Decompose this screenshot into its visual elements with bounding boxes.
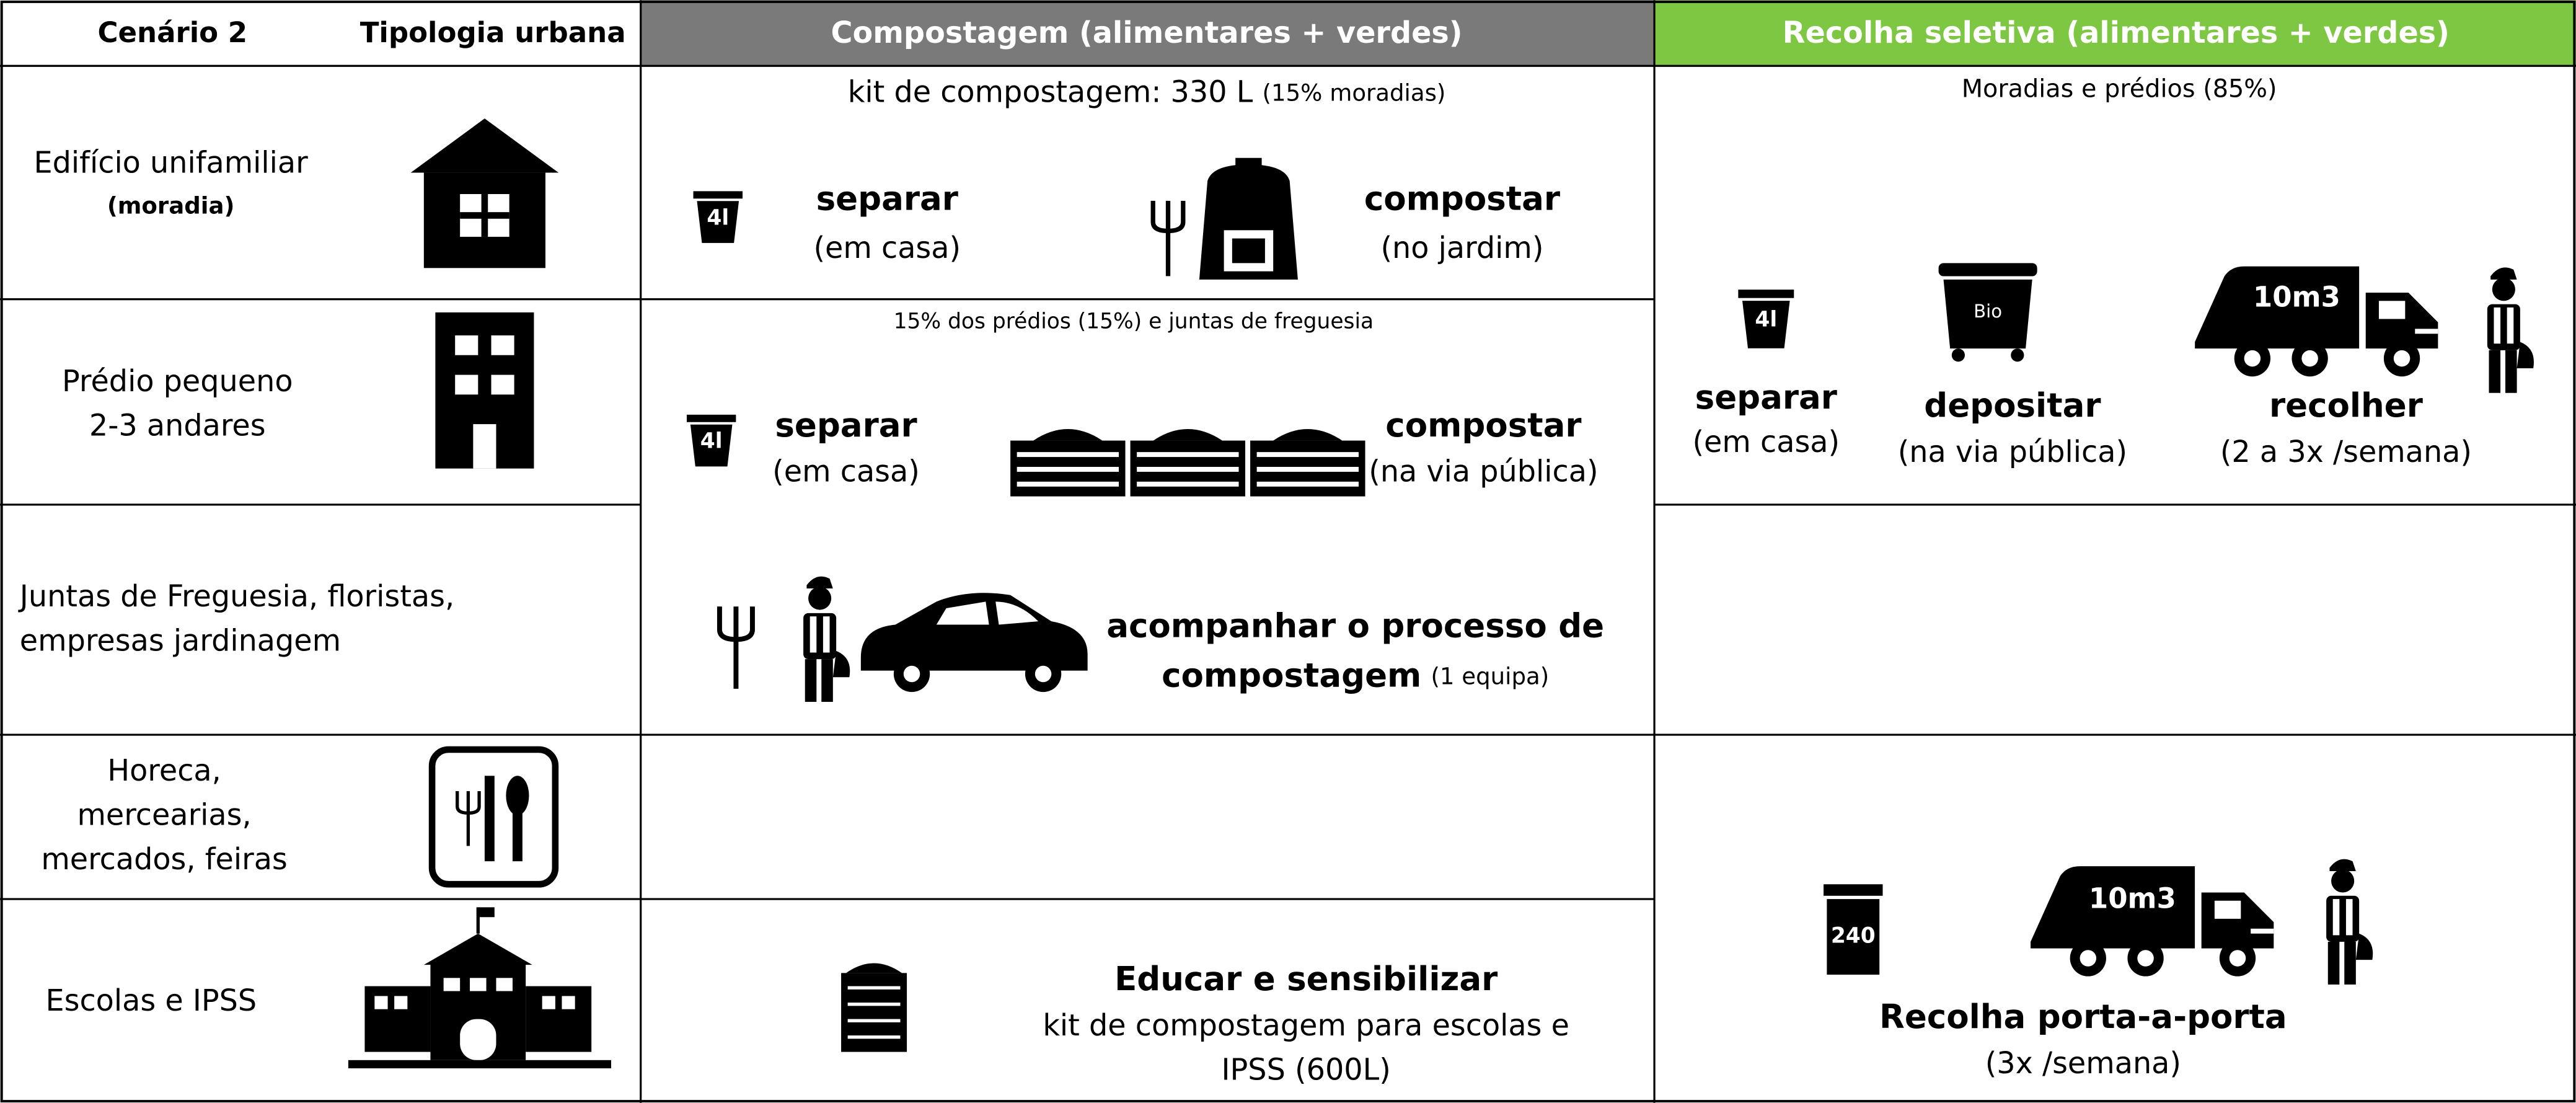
worker-icon <box>2326 859 2373 985</box>
follow-up-line: compostagem (1 equipa) <box>1162 656 1549 694</box>
section-title: Recolha porta-a-porta <box>1879 998 2287 1036</box>
step-place: (em casa) <box>813 231 961 265</box>
typology-header: Tipologia urbana <box>360 16 626 49</box>
step-action: depositar <box>1924 386 2101 425</box>
collection-header-bg <box>1654 0 2576 66</box>
section-title: Moradias e prédios (85%) <box>1962 75 2277 104</box>
typology-label: Edifício unifamiliar <box>34 146 309 180</box>
bin-label: 240 <box>1831 924 1876 949</box>
kit-title: kit de compostagem: 330 L <box>848 75 1253 109</box>
restaurant-icon <box>428 746 559 888</box>
step-place: (2 a 3x /semana) <box>2220 435 2472 469</box>
truck-label: 10m3 <box>2089 882 2176 915</box>
typology-label: Horeca, <box>107 754 221 788</box>
follow-up-strong: compostagem <box>1162 656 1421 694</box>
composting-header-bg <box>640 0 1655 66</box>
header: Cenário 2 Tipologia urbana Compostagem (… <box>97 0 2576 66</box>
truck-label: 10m3 <box>2253 281 2340 314</box>
composter-icon <box>1199 157 1298 280</box>
compost-box-icon <box>1130 429 1246 497</box>
car-icon <box>860 593 1088 693</box>
composting-buildings: 15% dos prédios (15%) e juntas de fregue… <box>686 309 1604 702</box>
typology-label: mercados, feiras <box>41 843 287 877</box>
typology-label: empresas jardinagem <box>20 624 341 658</box>
building-icon <box>435 312 534 469</box>
section-title: kit de compostagem: 330 L (15% moradias) <box>848 75 1446 109</box>
step-place: (no jardim) <box>1380 231 1543 265</box>
step-action: separar <box>816 179 958 218</box>
compost-box-icon <box>1010 429 1126 497</box>
fork-icon <box>720 606 752 689</box>
composting-header: Compostagem (alimentares + verdes) <box>831 16 1462 50</box>
kit-note: (15% moradias) <box>1262 79 1445 106</box>
section-title: Educar e sensibilizar <box>1114 960 1498 998</box>
container-icon <box>1938 263 2037 362</box>
step-action: separar <box>1695 378 1837 417</box>
typology-label: Escolas e IPSS <box>45 984 257 1018</box>
fork-icon <box>1153 201 1183 276</box>
collection-households: Moradias e prédios (85%) 4l separar (em … <box>1692 75 2534 469</box>
step-place: (na via pública) <box>1898 435 2127 469</box>
container-label: Bio <box>1974 301 2002 322</box>
collection-commerce: 240 10m3 Recolha porta-a-porta (3x /sema… <box>1824 859 2373 1081</box>
typology-label: Juntas de Freguesia, floristas, <box>18 580 454 614</box>
worker-icon <box>803 576 850 702</box>
follow-up-line: acompanhar o processo de <box>1106 606 1604 645</box>
step-action: recolher <box>2269 386 2423 425</box>
step-place: (em casa) <box>1692 425 1840 459</box>
typologies: Edifício unifamiliar (moradia) Prédio pe… <box>18 118 611 1069</box>
step-action: compostar <box>1385 406 1581 445</box>
compost-box-icon <box>1250 429 1365 497</box>
collection-header: Recolha seletiva (alimentares + verdes) <box>1783 16 2450 50</box>
section-line: IPSS (600L) <box>1221 1053 1390 1087</box>
typology-label: mercearias, <box>77 799 251 833</box>
school-icon <box>348 907 611 1069</box>
composting-schools: Educar e sensibilizar kit de compostagem… <box>841 960 1569 1087</box>
section-note: (3x /semana) <box>1985 1047 2181 1081</box>
section-title: 15% dos prédios (15%) e juntas de fregue… <box>894 309 1374 334</box>
bin-label: 4l <box>707 205 729 230</box>
step-action: separar <box>775 406 917 445</box>
typology-label: (moradia) <box>107 193 235 219</box>
composting-households: kit de compostagem: 330 L (15% moradias)… <box>693 75 1560 280</box>
typology-label: 2-3 andares <box>89 409 266 443</box>
step-place: (em casa) <box>772 455 920 489</box>
bin-label: 4l <box>1755 308 1777 332</box>
scenario: Cenário 2 <box>97 16 247 49</box>
school-composter-icon <box>841 963 907 1052</box>
section-line: kit de compostagem para escolas e <box>1043 1009 1569 1043</box>
bin-label: 4l <box>700 429 723 454</box>
house-icon <box>410 118 559 268</box>
bin-240-icon <box>1824 884 1883 975</box>
worker-icon <box>2487 267 2534 393</box>
follow-up-note: (1 equipa) <box>1431 663 1549 689</box>
step-action: compostar <box>1364 179 1560 218</box>
typology-label: Prédio pequeno <box>62 365 293 399</box>
step-place: (na via pública) <box>1369 455 1598 489</box>
